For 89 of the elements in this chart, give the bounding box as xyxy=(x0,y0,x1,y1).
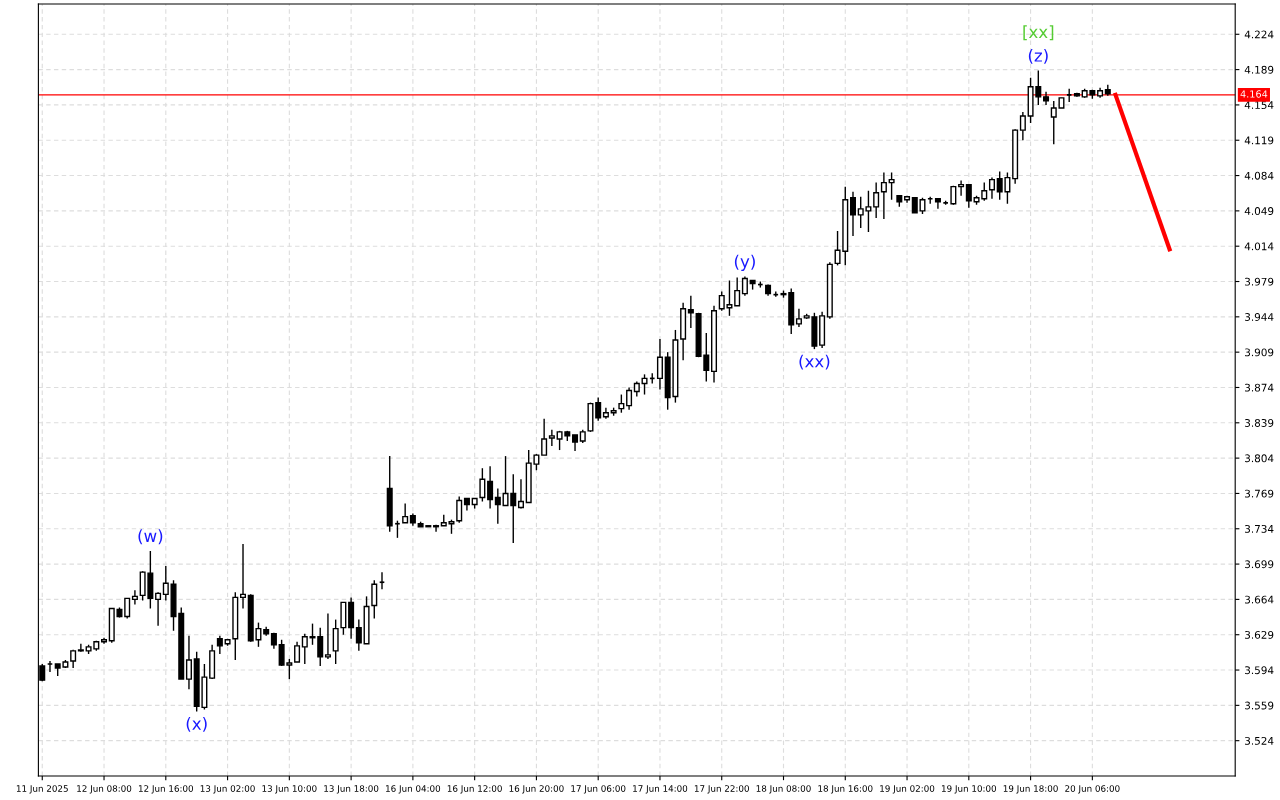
annotation: (x) xyxy=(186,716,207,732)
y-tick-label: 3.734 xyxy=(1245,524,1274,533)
candlestick xyxy=(888,171,895,201)
candlestick xyxy=(1019,111,1026,141)
y-tick-label: 3.594 xyxy=(1245,666,1274,675)
candlestick xyxy=(517,478,524,510)
y-tick-label: 3.664 xyxy=(1245,595,1274,604)
candlestick xyxy=(934,198,941,210)
annotation: [xx] xyxy=(1023,25,1054,41)
x-tick-label: 18 Jun 16:00 xyxy=(818,785,873,794)
x-tick-label: 20 Jun 06:00 xyxy=(1065,785,1120,794)
x-tick-label: 19 Jun 18:00 xyxy=(1003,785,1058,794)
y-tick-label: 4.154 xyxy=(1244,101,1274,110)
candlestick xyxy=(741,275,748,297)
candlestick xyxy=(124,597,131,620)
x-tick-label: 12 Jun 08:00 xyxy=(77,785,132,794)
candlestick xyxy=(433,524,440,533)
candlestick xyxy=(595,396,602,422)
candlestick xyxy=(487,465,494,510)
candlestick xyxy=(46,660,54,673)
candlestick xyxy=(332,618,339,665)
x-tick-label: 16 Jun 04:00 xyxy=(386,785,441,794)
candlestick xyxy=(402,502,409,524)
y-tick-label: 3.979 xyxy=(1245,277,1274,286)
y-tick-label: 3.629 xyxy=(1245,630,1274,639)
candlestick xyxy=(641,373,648,396)
y-tick-label: 3.944 xyxy=(1245,313,1274,321)
candlestick xyxy=(687,294,694,329)
annotation: (w) xyxy=(138,529,163,545)
x-tick-label: 17 Jun 14:00 xyxy=(633,785,688,794)
y-tick-label: 3.699 xyxy=(1245,560,1274,569)
candlestick xyxy=(849,191,857,237)
candlestick xyxy=(131,589,138,606)
candlestick xyxy=(988,176,995,200)
y-tick-label: 4.189 xyxy=(1244,65,1274,74)
y-tick-label: 4.014 xyxy=(1244,242,1274,251)
y-tick-label: 3.839 xyxy=(1245,419,1274,427)
y-tick-label: 3.804 xyxy=(1245,454,1274,463)
candlestick xyxy=(494,487,501,525)
annotation: (z) xyxy=(1028,48,1048,64)
x-tick-label: 19 Jun 02:00 xyxy=(880,785,935,794)
y-tick-label: 3.524 xyxy=(1245,736,1274,745)
candlestick xyxy=(355,618,362,652)
x-tick-label: 17 Jun 22:00 xyxy=(694,785,749,794)
candlestick xyxy=(626,386,633,411)
x-tick-label: 11 Jun 2025 xyxy=(16,785,68,794)
x-tick-label: 19 Jun 10:00 xyxy=(941,785,997,794)
candlestick xyxy=(324,612,331,660)
y-tick-label: 3.769 xyxy=(1245,489,1274,498)
y-tick-label: 4.084 xyxy=(1244,171,1274,180)
y-tick-label: 4.224 xyxy=(1244,30,1274,39)
candlestick xyxy=(378,571,386,591)
x-tick-label: 16 Jun 20:00 xyxy=(509,785,564,794)
candlestick xyxy=(185,635,192,690)
candlestick xyxy=(294,641,301,663)
x-tick-label: 18 Jun 08:00 xyxy=(756,785,811,794)
candlestick xyxy=(541,418,548,456)
y-tick-label: 3.559 xyxy=(1245,701,1274,710)
y-tick-label: 4.119 xyxy=(1244,136,1274,145)
x-tick-label: 13 Jun 10:00 xyxy=(262,785,317,794)
candlestick xyxy=(456,495,463,524)
candlestick xyxy=(479,467,486,503)
x-tick-label: 13 Jun 18:00 xyxy=(324,785,379,794)
candlestick xyxy=(656,338,663,391)
candlestick xyxy=(162,565,169,602)
candlestick xyxy=(371,579,378,620)
y-tick-label: 3.909 xyxy=(1245,348,1274,357)
x-tick-label: 16 Jun 12:00 xyxy=(447,785,502,794)
y-tick-label: 4.049 xyxy=(1244,207,1274,215)
annotation: (xx) xyxy=(799,354,830,370)
candlestick xyxy=(155,591,162,627)
candlestick xyxy=(734,276,741,307)
candlestick xyxy=(1066,88,1073,103)
x-tick-label: 17 Jun 06:00 xyxy=(571,785,626,794)
candlestick xyxy=(880,171,887,220)
annotation: (y) xyxy=(734,254,755,271)
candlestick xyxy=(618,393,625,414)
candlestick xyxy=(216,635,223,655)
candlestick xyxy=(965,183,972,209)
candlestick xyxy=(795,308,802,328)
ref-line-label: 4.164 xyxy=(1240,90,1268,98)
x-tick-label: 12 Jun 16:00 xyxy=(138,785,194,794)
candlestick xyxy=(240,543,247,610)
y-tick-label: 3.874 xyxy=(1245,383,1274,392)
candlestick xyxy=(548,429,555,447)
candlestick xyxy=(77,643,84,653)
candlestick xyxy=(873,181,880,219)
candlestick xyxy=(958,179,965,197)
x-tick-label: 13 Jun 02:00 xyxy=(200,785,255,794)
